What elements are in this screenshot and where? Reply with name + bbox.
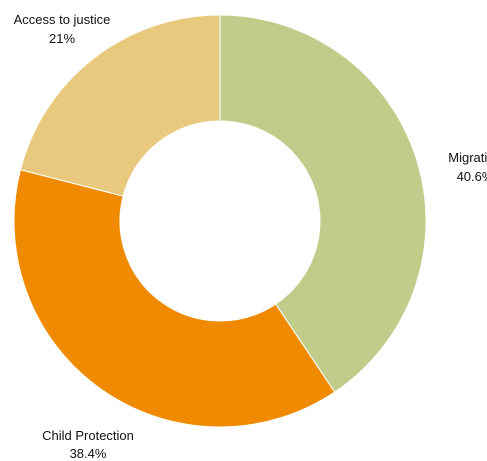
label-value-child-protection: 38.4%	[70, 446, 107, 461]
label-value-access-to-justice: 21%	[49, 31, 75, 46]
donut-labels: Migration 40.6% Child Protection 38.4% A…	[14, 12, 487, 461]
label-name-access-to-justice: Access to justice	[14, 12, 111, 27]
donut-slices	[13, 14, 427, 428]
label-name-migration: Migration	[448, 150, 487, 165]
slice-access-to-justice	[19, 14, 221, 197]
label-value-migration: 40.6%	[457, 169, 487, 184]
label-name-child-protection: Child Protection	[42, 428, 134, 443]
slice-migration	[219, 14, 427, 393]
slice-child-protection	[13, 169, 336, 428]
